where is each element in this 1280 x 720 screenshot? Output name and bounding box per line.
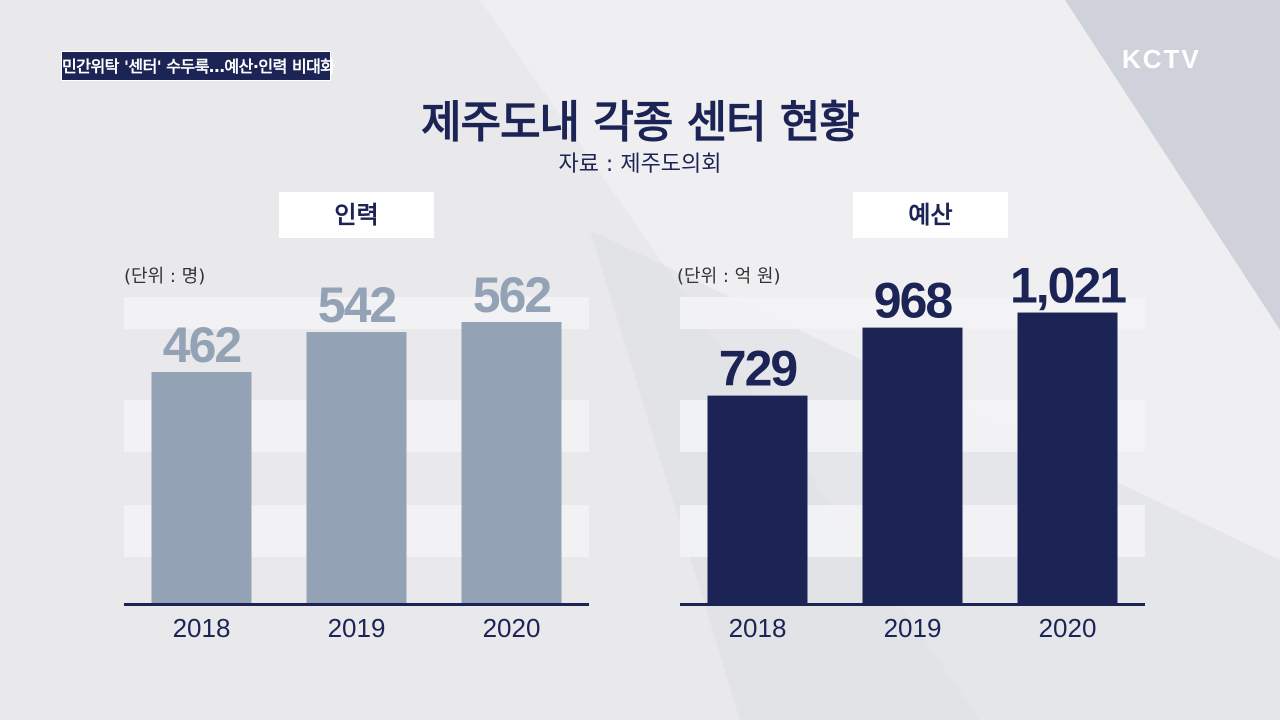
budget-bar-2019 <box>862 327 963 603</box>
budget-bar-chart: 729 2018 968 2019 1,021 2020 <box>680 258 1145 643</box>
budget-bar-2018 <box>707 395 808 603</box>
unit-label-personnel: (단위 : 명) <box>124 266 206 287</box>
personnel-bar-chart: 462 2018 542 2019 562 2020 <box>124 267 589 643</box>
source-caption: 자료 : 제주도의회 <box>558 152 722 177</box>
budget-bar-2020 <box>1017 312 1118 603</box>
budget-tick-2020: 2020 <box>1039 613 1097 643</box>
kctv-logo: KCTV <box>1122 44 1201 74</box>
budget-tick-2018: 2018 <box>729 613 787 643</box>
personnel-bar-2019 <box>306 332 407 603</box>
personnel-bar-2018 <box>151 372 252 603</box>
personnel-bar-2020 <box>461 322 562 603</box>
news-caption: 민간위탁 '센터' 수두룩…예산·인력 비대화 <box>61 51 335 81</box>
personnel-tick-2020: 2020 <box>483 613 541 643</box>
budget-value-label-2018: 729 <box>719 341 797 397</box>
personnel-value-label-2020: 562 <box>473 267 551 323</box>
personnel-value-label-2018: 462 <box>163 317 241 373</box>
budget-tick-2019: 2019 <box>884 613 942 643</box>
budget-value-label-2020: 1,021 <box>1010 258 1126 314</box>
unit-label-budget: (단위 : 억 원) <box>677 266 781 287</box>
personnel-value-label-2019: 542 <box>318 277 396 333</box>
personnel-tick-2018: 2018 <box>173 613 231 643</box>
chart-title-personnel: 인력 <box>279 192 434 238</box>
chart-title-budget: 예산 <box>853 192 1008 238</box>
page-title: 제주도내 각종 센터 현황 <box>421 97 860 148</box>
budget-value-label-2019: 968 <box>874 273 953 329</box>
personnel-tick-2019: 2019 <box>328 613 386 643</box>
